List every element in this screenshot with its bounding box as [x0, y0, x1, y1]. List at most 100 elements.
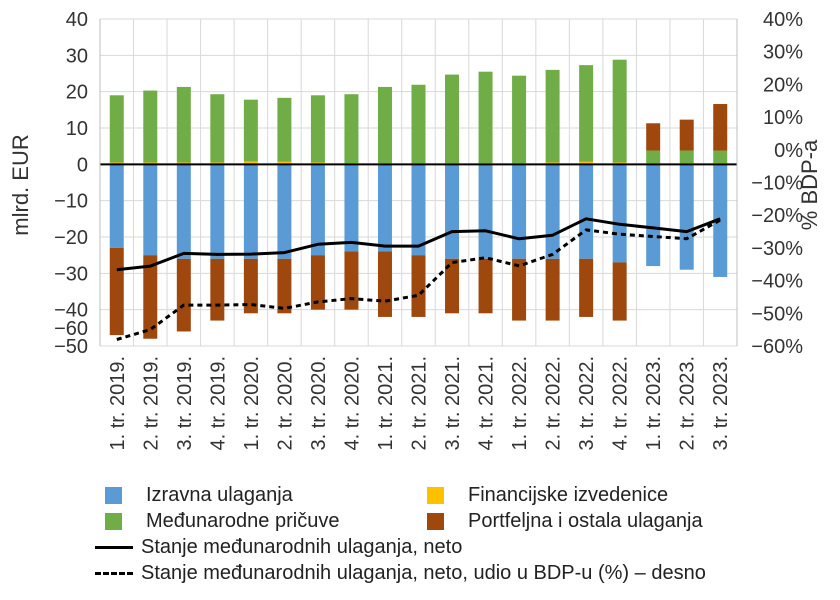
bar-segment — [579, 164, 594, 259]
bar-segment — [713, 164, 728, 277]
bar-segment — [579, 161, 594, 165]
bar-segment — [310, 164, 325, 256]
left-tick-label: 10 — [66, 118, 88, 140]
bar-segment — [344, 164, 359, 252]
bar-segment — [377, 251, 392, 317]
bar-segment — [512, 164, 527, 259]
left-tick-label: 0 — [77, 154, 88, 176]
x-tick-label: 1. tr. 2020. — [241, 356, 263, 451]
bar-segment — [579, 65, 594, 162]
left-tick-label: −20 — [54, 227, 88, 249]
chart: 40 30 20 10 0 −10 −20 −30 −40−60−50 40% 30% 20% 10%… — [8, 9, 822, 451]
bar-segment — [109, 164, 124, 248]
bar-segment — [277, 164, 292, 259]
left-tick-label: −50 — [54, 336, 88, 358]
right-tick-label: −10% — [751, 173, 803, 195]
bar-segment — [411, 84, 426, 164]
bar-segment — [377, 86, 392, 164]
bar-segment — [713, 104, 728, 151]
left-tick-label: 40 — [66, 9, 88, 31]
left-tick-label: −60 — [54, 318, 88, 340]
left-tick-label: −10 — [54, 191, 88, 213]
right-tick-label: −60% — [751, 336, 803, 358]
x-tick-label: 3. tr. 2019. — [174, 356, 196, 451]
bar-segment — [277, 97, 292, 162]
bar-segment — [377, 164, 392, 252]
bar-segment — [210, 258, 225, 321]
legend-item-neto-bdp: Stanje međunarodnih ulaganja, neto, udio… — [95, 562, 706, 585]
legend-item-neto: Stanje međunarodnih ulaganja, neto — [95, 536, 462, 559]
bar-segment — [176, 86, 191, 163]
bar-segment — [478, 164, 493, 259]
legend-swatch-brown — [427, 513, 444, 530]
bar-segment — [143, 90, 158, 163]
left-tick-label: −40 — [54, 300, 88, 322]
right-tick-label: 20% — [763, 74, 803, 96]
bar-segment — [411, 255, 426, 317]
bar-segment — [612, 164, 627, 263]
right-axis-ticks: 40% 30% 20% 10% 0% −10% −20% −30% −40% −50% −60% — [751, 9, 803, 358]
bar-segment — [679, 119, 694, 151]
bar-segment — [679, 164, 694, 270]
bar-segment — [310, 255, 325, 310]
bar-segment — [445, 74, 460, 164]
x-tick-label: 1. tr. 2019. — [107, 356, 129, 451]
legend-item-financijske: Financijske izvedenice — [417, 484, 668, 507]
bar-segment — [679, 150, 694, 164]
bar-segment — [143, 255, 158, 339]
line-neto-bdp — [116, 218, 721, 341]
bar-segment — [210, 164, 225, 259]
bar-segment — [512, 75, 527, 164]
legend-line-dashed — [95, 572, 133, 575]
left-axis-ticks: 40 30 20 10 0 −10 −20 −30 −40−60−50 — [54, 9, 88, 358]
bar-segment — [646, 164, 661, 267]
right-tick-label: −20% — [751, 205, 803, 227]
bar-segment — [545, 164, 560, 259]
legend-label: Portfeljna i ostala ulaganja — [468, 510, 703, 532]
bar-segment — [344, 94, 359, 164]
x-tick-label: 2. tr. 2020. — [274, 356, 296, 451]
legend-label: Stanje međunarodnih ulaganja, neto, udio… — [141, 562, 706, 584]
legend-item-izravna: Izravna ulaganja — [95, 484, 293, 507]
bar-segment — [243, 258, 258, 314]
x-tick-label: 2. tr. 2023. — [677, 356, 699, 451]
bar-segment — [478, 71, 493, 164]
bar-segment — [243, 99, 258, 162]
bar-segment — [243, 164, 258, 259]
x-tick-label: 4. tr. 2021. — [476, 356, 498, 451]
legend-label: Financijske izvedenice — [468, 484, 669, 506]
bar-segment — [277, 161, 292, 165]
left-tick-label: 20 — [66, 82, 88, 104]
bar-segment — [143, 164, 158, 256]
x-tick-label: 3. tr. 2023. — [710, 356, 732, 451]
right-tick-label: 0% — [774, 140, 803, 162]
legend-line-solid — [95, 546, 133, 549]
bar-segment — [612, 262, 627, 321]
bar-segment — [612, 59, 627, 163]
bar-segment — [176, 164, 191, 259]
right-tick-label: −30% — [751, 238, 803, 260]
bar-segment — [109, 95, 124, 163]
bar-segment — [210, 94, 225, 163]
left-tick-label: 30 — [66, 45, 88, 67]
legend-label: Izravna ulaganja — [146, 484, 293, 506]
x-tick-label: 1. tr. 2022. — [509, 356, 531, 451]
right-tick-label: 10% — [763, 107, 803, 129]
line-neto — [116, 217, 721, 272]
bar-segment — [176, 258, 191, 332]
legend-item-medunarodne: Međunarodne pričuve — [95, 510, 339, 533]
bar-segment — [478, 258, 493, 314]
bar-segment — [109, 247, 124, 336]
bar-segment — [445, 258, 460, 314]
right-axis-title: % BDP-a — [797, 139, 822, 230]
bar-segment — [243, 161, 258, 165]
bar-segment — [445, 164, 460, 259]
x-tick-label: 3. tr. 2021. — [442, 356, 464, 451]
right-tick-label: 30% — [763, 42, 803, 64]
x-tick-label: 2. tr. 2019. — [140, 356, 162, 451]
x-tick-label: 4. tr. 2019. — [207, 356, 229, 451]
bar-segment — [310, 95, 325, 163]
x-axis-ticks: 1. tr. 2019. 2. tr. 2019. 3. tr. 2019. 4. t… — [107, 356, 732, 451]
right-tick-label: −50% — [751, 303, 803, 325]
bar-segment — [545, 69, 560, 163]
